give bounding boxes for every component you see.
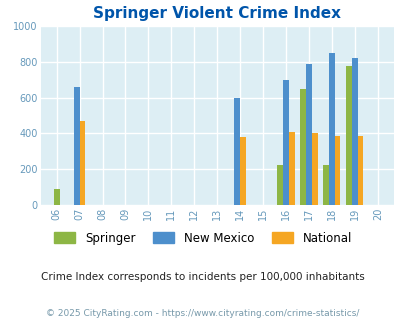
Bar [288,132,294,205]
Bar [322,165,328,205]
Bar [328,53,334,205]
Bar [351,58,357,205]
Bar [305,64,311,205]
Bar [334,136,340,205]
Bar [277,165,282,205]
Title: Springer Violent Crime Index: Springer Violent Crime Index [93,6,340,21]
Bar [300,89,305,205]
Text: Crime Index corresponds to incidents per 100,000 inhabitants: Crime Index corresponds to incidents per… [41,272,364,282]
Bar [79,121,85,205]
Legend: Springer, New Mexico, National: Springer, New Mexico, National [49,227,356,249]
Bar [282,80,288,205]
Bar [239,137,245,205]
Text: © 2025 CityRating.com - https://www.cityrating.com/crime-statistics/: © 2025 CityRating.com - https://www.city… [46,309,359,318]
Bar [234,98,239,205]
Bar [74,87,79,205]
Bar [311,133,317,205]
Bar [53,188,60,205]
Bar [345,66,351,205]
Bar [357,136,362,205]
